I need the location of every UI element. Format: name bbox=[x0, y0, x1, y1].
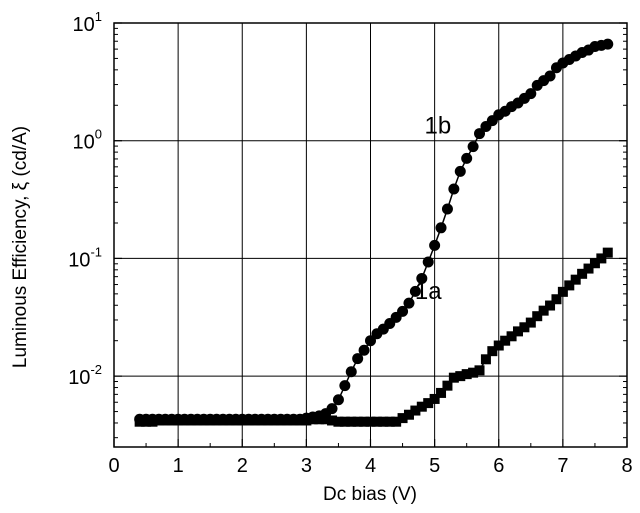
series-1b-point bbox=[326, 403, 338, 415]
series-1a-point bbox=[423, 398, 434, 409]
series-1a-point bbox=[416, 401, 427, 412]
series-1b bbox=[134, 38, 614, 425]
x-tick-label: 0 bbox=[108, 455, 119, 477]
series-1a-point bbox=[487, 346, 498, 357]
series-1a-point bbox=[339, 416, 350, 427]
x-tick-label: 7 bbox=[557, 455, 568, 477]
series-1a-point bbox=[577, 268, 588, 279]
series-1b-point bbox=[339, 380, 351, 392]
series-1a-point bbox=[320, 414, 331, 425]
x-tick-label: 4 bbox=[365, 455, 376, 477]
series-1b-point bbox=[332, 394, 344, 406]
x-tick-label: 8 bbox=[621, 455, 632, 477]
y-tick-label: 100 bbox=[73, 127, 102, 154]
series-1a-point bbox=[500, 335, 511, 346]
series-1b-point bbox=[409, 285, 421, 297]
series-1a-point bbox=[436, 387, 447, 398]
x-tick-label: 3 bbox=[301, 455, 312, 477]
series-1a-point bbox=[378, 416, 389, 427]
series-1b-point bbox=[403, 297, 415, 309]
series-1a-point bbox=[519, 322, 530, 333]
series-1b-point bbox=[441, 203, 453, 215]
series-1a-point bbox=[429, 393, 440, 404]
series-1a-point bbox=[365, 416, 376, 427]
series-1b-point bbox=[461, 152, 473, 164]
series-1b-point bbox=[525, 88, 537, 100]
series-1b-point bbox=[352, 353, 364, 365]
plot-frame bbox=[113, 22, 628, 448]
series-1a-point bbox=[480, 354, 491, 365]
series-1a-point bbox=[525, 317, 536, 328]
series-1a-point bbox=[506, 331, 517, 342]
series-1b-point bbox=[416, 272, 428, 284]
y-axis-label: Luminous Efficiency, ξ (cd/A) bbox=[10, 126, 31, 368]
series-1a-point bbox=[532, 311, 543, 322]
series-labels: 1a 1b bbox=[415, 113, 451, 306]
series-1a-point bbox=[538, 305, 549, 316]
series-1a-point bbox=[557, 286, 568, 297]
x-tick-label: 6 bbox=[493, 455, 504, 477]
series-1a-point bbox=[403, 409, 414, 420]
series-1a-point bbox=[493, 340, 504, 351]
series-1b-point bbox=[429, 239, 441, 251]
series-1b-point bbox=[345, 366, 357, 378]
y-tick-label: 10-1 bbox=[68, 244, 102, 271]
series-1b-point bbox=[422, 256, 434, 268]
series-1b-point bbox=[544, 70, 556, 82]
series-1b-point bbox=[365, 335, 376, 347]
y-tick-label: 101 bbox=[73, 9, 102, 36]
series-1b-point bbox=[474, 128, 486, 140]
series-1a-point bbox=[391, 416, 402, 427]
series-1a-point bbox=[468, 367, 479, 378]
x-tick-labels: 0 1 2 3 4 5 6 7 8 bbox=[108, 455, 632, 477]
series-1a-point bbox=[346, 416, 357, 427]
y-tick-label: 10-2 bbox=[68, 362, 102, 389]
x-tick-label: 5 bbox=[429, 455, 440, 477]
series-1a-point bbox=[371, 416, 382, 427]
series-1a-point bbox=[448, 372, 459, 383]
series-1a-point bbox=[474, 365, 485, 376]
series-1b-point bbox=[435, 222, 447, 234]
grid-lines bbox=[114, 23, 627, 447]
series-1a-point bbox=[442, 380, 453, 391]
series-1b-point bbox=[358, 344, 370, 356]
series-1b-line bbox=[139, 43, 608, 421]
series-1b-point bbox=[454, 165, 466, 177]
series-1a-point bbox=[602, 247, 613, 258]
series-1a-point bbox=[397, 413, 408, 424]
series-1a-point bbox=[551, 294, 562, 305]
x-tick-label: 1 bbox=[173, 455, 184, 477]
series-1a-point bbox=[327, 415, 338, 426]
x-tick-label: 2 bbox=[237, 455, 248, 477]
series-1b-point bbox=[602, 38, 614, 50]
series-1a-point bbox=[410, 405, 421, 416]
series-1a-point bbox=[333, 416, 344, 427]
series-1a-point bbox=[564, 280, 575, 291]
series-1a-point bbox=[570, 274, 581, 285]
series-1b-point bbox=[397, 305, 409, 317]
series-1b-point bbox=[467, 141, 479, 153]
series-1b-point bbox=[448, 183, 460, 195]
series-1a-point bbox=[352, 416, 363, 427]
x-axis-label: Dc bias (V) bbox=[323, 484, 417, 505]
series-label-1b: 1b bbox=[424, 113, 451, 140]
series-1a-point bbox=[512, 326, 523, 337]
series-1a-point bbox=[596, 253, 607, 264]
series-1a-point bbox=[545, 300, 556, 311]
series-1a-point bbox=[461, 369, 472, 380]
series-1a-point bbox=[359, 416, 370, 427]
series-1a-point bbox=[589, 258, 600, 269]
series-label-1a: 1a bbox=[415, 278, 442, 305]
series-1a-point bbox=[384, 416, 395, 427]
series-1a-point bbox=[583, 263, 594, 274]
series-1a-point bbox=[455, 371, 466, 382]
y-tick-labels: 10-2 10-1 100 101 bbox=[68, 9, 102, 389]
